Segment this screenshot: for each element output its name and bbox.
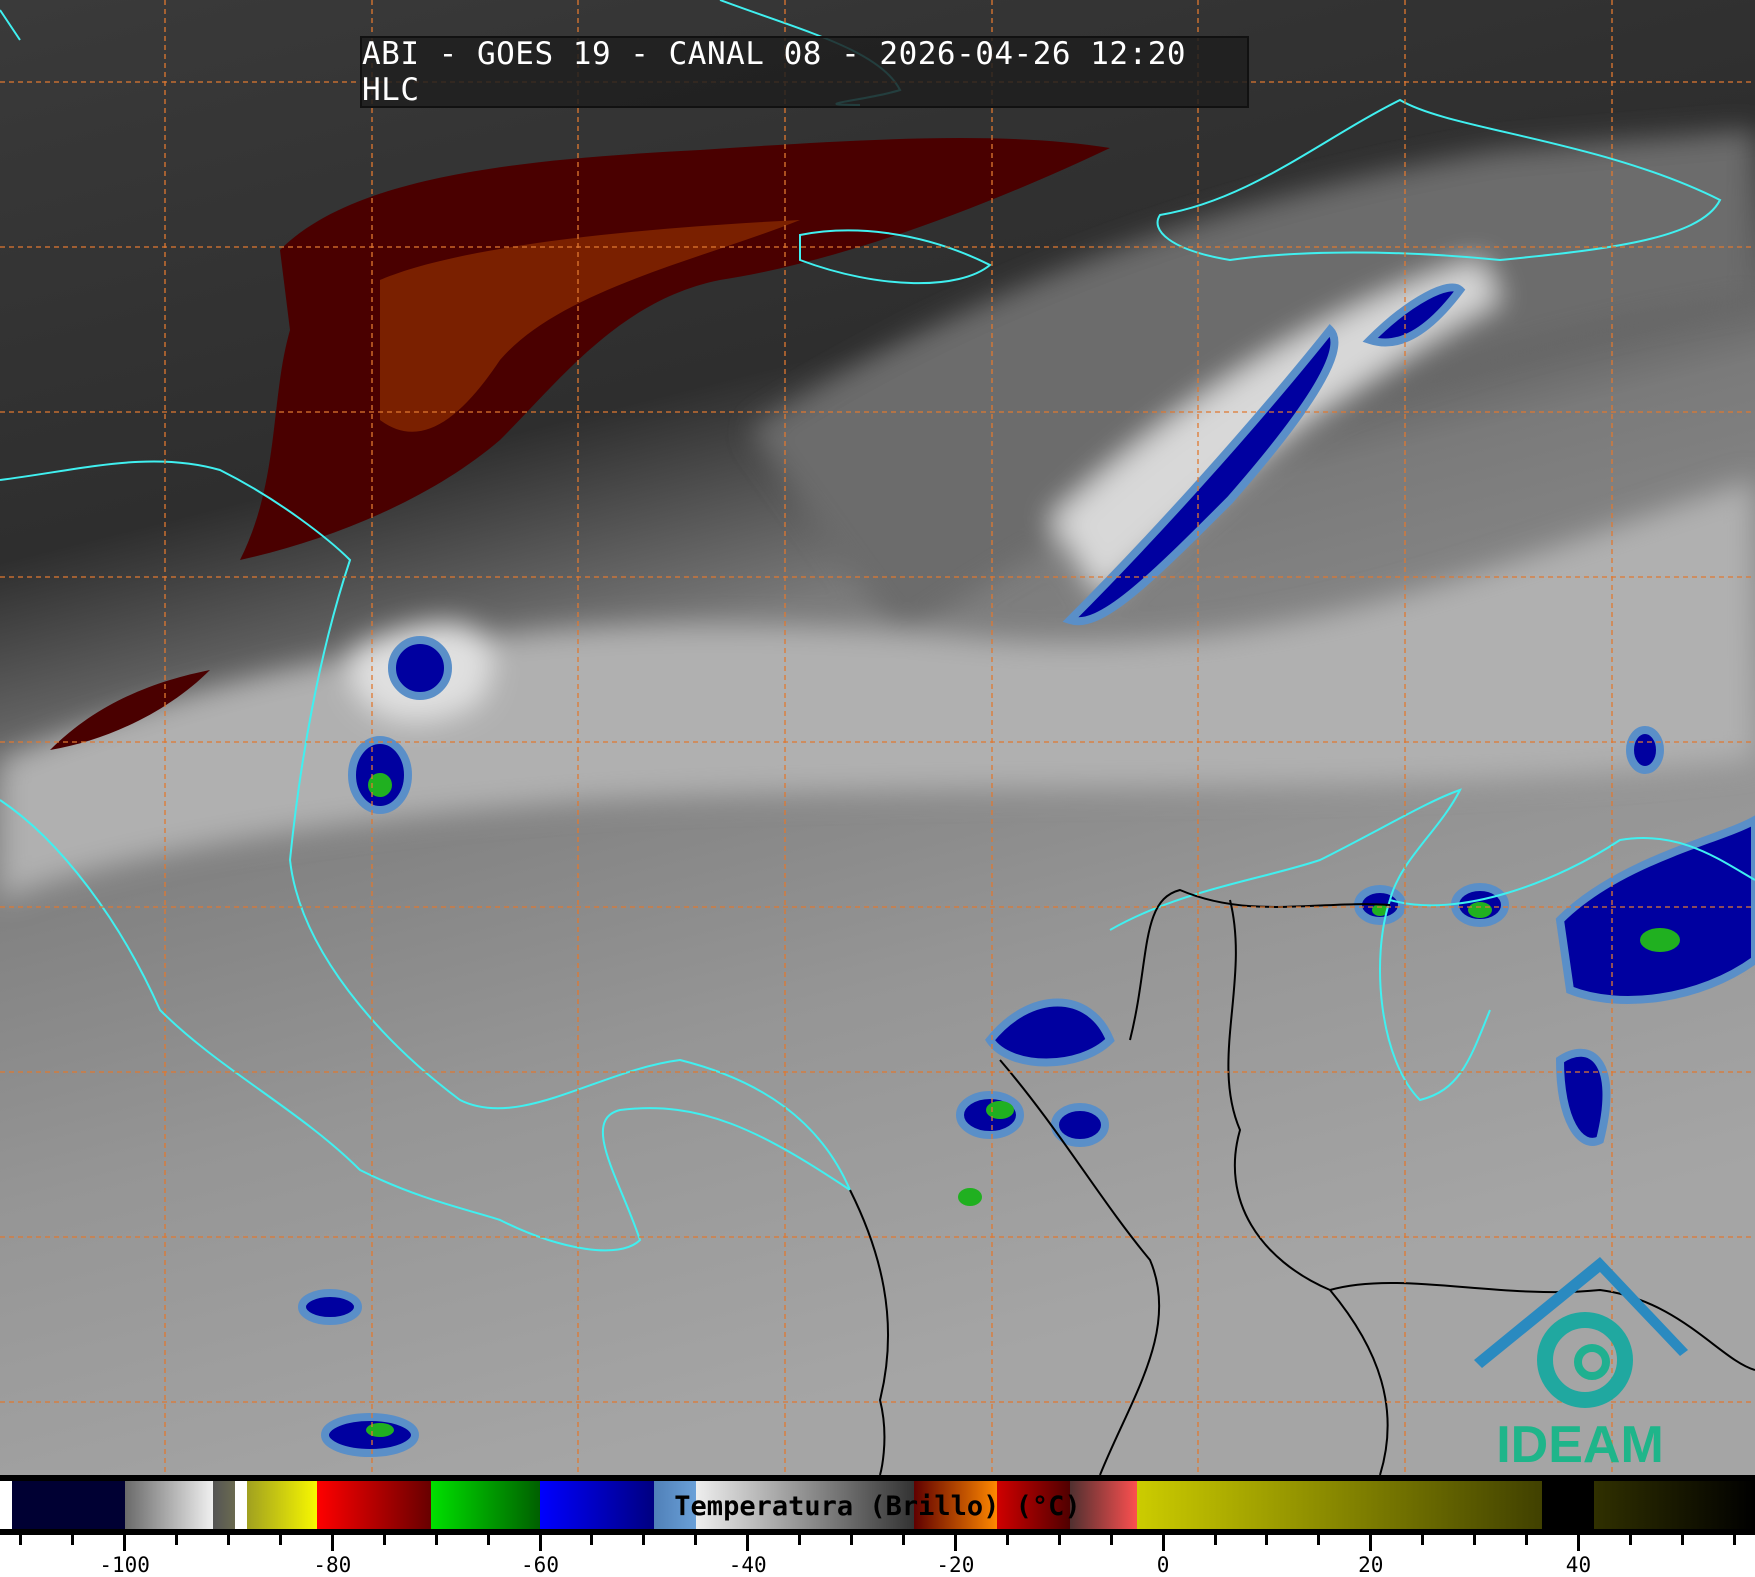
colorbar-segment	[913, 1481, 998, 1529]
image-title-box: ABI - GOES 19 - CANAL 08 - 2026-04-26 12…	[360, 36, 1249, 108]
tick-label: 20	[1358, 1553, 1384, 1577]
temperature-colorbar: Temperatura (Brillo) (°C)	[0, 1475, 1755, 1535]
minor-tick	[798, 1535, 802, 1545]
minor-tick	[226, 1535, 230, 1545]
colorbar-segment	[12, 1481, 126, 1529]
colorbar-segment	[316, 1481, 432, 1529]
minor-tick	[1525, 1535, 1529, 1545]
ideam-logo-text: IDEAM	[1496, 1416, 1664, 1474]
colorbar-segment	[212, 1481, 236, 1529]
colorbar-segment	[540, 1481, 655, 1529]
tick-label: -20	[936, 1553, 975, 1577]
colorbar-segment	[247, 1481, 318, 1529]
minor-tick	[1421, 1535, 1425, 1545]
colorbar-segment	[695, 1481, 915, 1529]
minor-tick	[850, 1535, 854, 1545]
minor-tick	[1109, 1535, 1113, 1545]
major-tick	[1576, 1535, 1580, 1551]
colorbar-strip	[0, 1481, 1755, 1529]
minor-tick	[590, 1535, 594, 1545]
tick-label: 0	[1156, 1553, 1170, 1577]
minor-tick	[1473, 1535, 1477, 1545]
minor-tick	[1680, 1535, 1684, 1545]
colorbar-segment	[1542, 1481, 1595, 1529]
minor-tick	[1628, 1535, 1632, 1545]
colorbar-segment	[234, 1481, 248, 1529]
minor-tick	[278, 1535, 282, 1545]
colorbar-segment	[1137, 1481, 1543, 1529]
deep-convection	[366, 773, 1680, 1437]
cold-cloud-region	[240, 138, 1110, 560]
image-title: ABI - GOES 19 - CANAL 08 - 2026-04-26 12…	[362, 36, 1187, 108]
minor-tick	[382, 1535, 386, 1545]
tick-label: -80	[313, 1553, 352, 1577]
major-tick	[1369, 1535, 1373, 1551]
minor-tick	[434, 1535, 438, 1545]
colorbar-segment	[430, 1481, 541, 1529]
minor-tick	[1057, 1535, 1061, 1545]
minor-tick	[1213, 1535, 1217, 1545]
minor-tick	[1005, 1535, 1009, 1545]
minor-tick	[175, 1535, 179, 1545]
tick-label: 40	[1565, 1553, 1592, 1577]
major-tick	[123, 1535, 127, 1551]
minor-tick	[1317, 1535, 1321, 1545]
minor-tick	[1732, 1535, 1736, 1545]
minor-tick	[71, 1535, 75, 1545]
major-tick	[538, 1535, 542, 1551]
minor-tick	[19, 1535, 23, 1545]
minor-tick	[486, 1535, 490, 1545]
major-tick	[330, 1535, 334, 1551]
colorbar-axis: -100 -80 -60 -40 -20 0 20 40	[0, 1535, 1755, 1577]
ideam-logo: IDEAM	[1474, 1257, 1688, 1474]
colorbar-segment	[124, 1481, 214, 1529]
tick-label: -40	[728, 1553, 767, 1577]
minor-tick	[901, 1535, 905, 1545]
colorbar-segment	[1069, 1481, 1138, 1529]
satellite-map: IDEAM	[0, 0, 1755, 1475]
major-tick	[1161, 1535, 1165, 1551]
minor-tick	[694, 1535, 698, 1545]
colorbar-segment	[1594, 1481, 1755, 1529]
country-borders	[849, 888, 1755, 1475]
lat-lon-grid	[0, 0, 1755, 1475]
colorbar-segment	[996, 1481, 1071, 1529]
major-tick	[953, 1535, 957, 1551]
colorbar-segment	[0, 1481, 13, 1529]
minor-tick	[1265, 1535, 1269, 1545]
tick-label: -100	[99, 1553, 150, 1577]
major-tick	[746, 1535, 750, 1551]
colorbar-segment	[654, 1481, 697, 1529]
minor-tick	[642, 1535, 646, 1545]
tick-label: -60	[521, 1553, 559, 1577]
